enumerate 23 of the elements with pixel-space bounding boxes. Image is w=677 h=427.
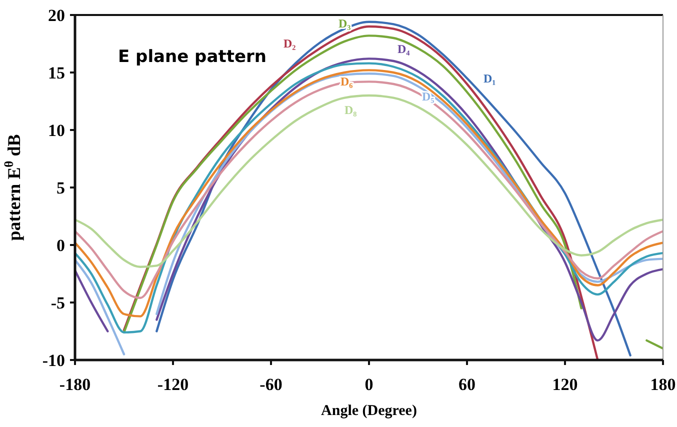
x-tick-label: -180: [59, 375, 91, 394]
y-tick-label: 0: [56, 236, 65, 255]
x-tick-label: 120: [552, 375, 578, 394]
series-label: D₈: [344, 102, 358, 117]
x-axis-title: Angle (Degree): [321, 403, 417, 419]
x-tick-label: 0: [364, 375, 374, 394]
x-tick-label: -120: [157, 375, 189, 394]
y-tick-label: 5: [56, 178, 65, 198]
y-tick-label: 10: [48, 120, 65, 140]
y-tick-label: 20: [48, 6, 65, 25]
text: E plane pattern: [118, 47, 266, 67]
y-tick-label: -5: [50, 293, 65, 312]
series-label: D₁: [484, 72, 496, 86]
y-tick-label: 15: [48, 63, 65, 82]
series-label: D₆: [340, 74, 354, 88]
series-label: D₄: [398, 42, 410, 56]
y-tick-label: -10: [42, 350, 65, 370]
x-tick-label: 60: [458, 375, 476, 394]
series-label: D₂: [284, 36, 296, 51]
x-tick-label: 180: [650, 375, 676, 394]
line-series: [75, 94, 663, 268]
series-label: D₃: [338, 16, 352, 30]
x-tick-label: -60: [260, 375, 282, 394]
